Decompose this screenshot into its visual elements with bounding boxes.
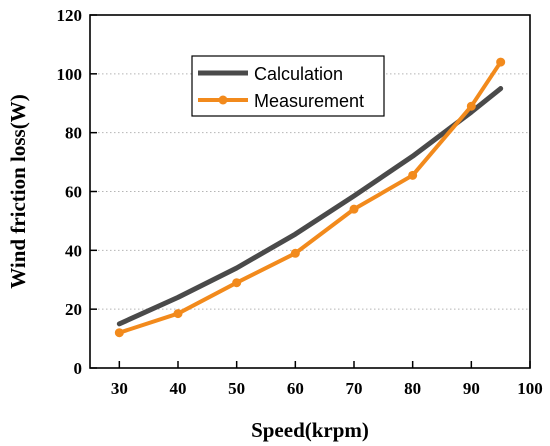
data-point-measurement: [290, 248, 300, 258]
data-point-measurement: [173, 309, 183, 319]
legend-marker-measurement: [218, 95, 228, 105]
x-axis-ticks: 30 40 50 60 70 80 90 100: [111, 361, 543, 398]
x-tick-label: 50: [228, 379, 245, 398]
data-point-measurement: [408, 170, 418, 180]
y-axis-ticks: 0 20 40 60 80 100 120: [57, 6, 97, 378]
series-layer: [114, 57, 506, 338]
x-tick-label: 60: [287, 379, 304, 398]
x-axis-title: Speed(krpm): [251, 418, 369, 442]
y-tick-label: 80: [65, 124, 82, 143]
y-axis-title: Wind friction loss(W): [6, 94, 30, 288]
y-tick-label: 20: [65, 300, 82, 319]
x-tick-label: 70: [346, 379, 363, 398]
x-tick-label: 40: [170, 379, 187, 398]
legend-label-calculation: Calculation: [254, 64, 343, 84]
data-point-measurement: [114, 328, 124, 338]
legend: Calculation Measurement: [191, 55, 385, 117]
data-point-measurement: [496, 57, 506, 67]
data-point-measurement: [466, 101, 476, 111]
x-tick-label: 100: [517, 379, 543, 398]
x-tick-label: 90: [463, 379, 480, 398]
series-line-measurement: [117, 60, 503, 335]
data-point-measurement: [349, 204, 359, 214]
series-line-calculation: [116, 86, 504, 327]
y-tick-label: 60: [65, 183, 82, 202]
y-tick-label: 120: [57, 6, 83, 25]
y-tick-label: 100: [57, 65, 83, 84]
legend-box: [191, 55, 385, 117]
y-tick-label: 0: [74, 359, 83, 378]
x-tick-label: 80: [404, 379, 421, 398]
data-point-measurement: [232, 278, 242, 288]
x-tick-label: 30: [111, 379, 128, 398]
legend-label-measurement: Measurement: [254, 91, 364, 111]
y-tick-label: 40: [65, 241, 82, 260]
